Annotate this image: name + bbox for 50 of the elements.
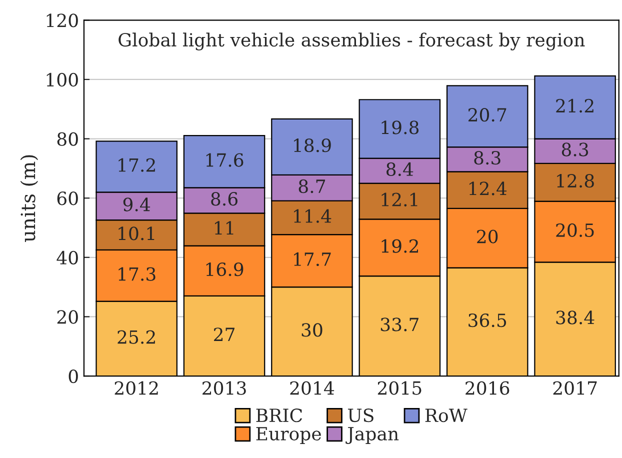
data-label: 17.7	[294, 252, 331, 266]
data-label: 9.4	[123, 198, 150, 212]
y-tick-label: 20	[57, 310, 78, 324]
y-tick-label: 0	[68, 369, 78, 384]
y-tick-label: 40	[56, 250, 78, 265]
data-label: 12.8	[557, 174, 594, 188]
y-tick-label: 120	[46, 14, 78, 28]
data-label: 36.5	[468, 313, 506, 328]
data-label: 16.9	[206, 262, 244, 276]
data-label: 38.4	[556, 310, 594, 324]
x-tick-label: 2012	[114, 381, 158, 395]
y-tick-label: 100	[46, 72, 78, 87]
legend-label: RoW	[425, 408, 468, 422]
data-label: 33.7	[380, 318, 418, 332]
data-label: 8.6	[211, 192, 238, 206]
data-label: 8.3	[474, 150, 500, 165]
legend-label: US	[348, 408, 374, 422]
legend-label: Europe	[256, 427, 321, 444]
data-label: 17.6	[206, 153, 244, 167]
y-tick-label: 80	[57, 132, 78, 146]
data-label: 12.1	[382, 192, 418, 206]
data-label: 11	[214, 221, 234, 234]
y-tick-label: 60	[57, 192, 78, 206]
x-tick-label: 2017	[553, 381, 597, 395]
data-label: 8.3	[562, 142, 588, 156]
data-label: 8.7	[298, 179, 326, 194]
text: Global light vehicle assemblies - forecast by region	[118, 32, 585, 50]
data-label: 8.4	[386, 162, 414, 176]
data-label: 27	[214, 328, 234, 341]
data-label: 17.2	[118, 158, 155, 172]
data-label: 25.2	[118, 330, 155, 344]
x-tick-label: 2013	[202, 381, 246, 395]
data-label: 10.1	[118, 226, 154, 240]
data-label: 20	[477, 230, 498, 244]
legend-label: BRIC	[256, 408, 302, 422]
data-label: 20.5	[556, 223, 594, 237]
data-label: 18.9	[294, 138, 331, 152]
x-tick-label: 2015	[378, 381, 422, 395]
y-axis-title: units (m)	[20, 155, 38, 242]
data-label: 21.2	[556, 98, 594, 113]
data-label: 17.3	[118, 267, 156, 281]
x-tick-label: 2014	[290, 381, 334, 395]
data-label: 20.7	[468, 108, 506, 122]
legend-label: Japan	[346, 427, 399, 444]
x-tick-label: 2016	[466, 381, 510, 395]
data-label: 30	[302, 323, 322, 337]
data-label: 12.4	[469, 182, 507, 196]
data-label: 19.2	[382, 239, 418, 253]
data-label: 19.8	[382, 120, 419, 134]
data-label: 11.4	[294, 209, 332, 223]
